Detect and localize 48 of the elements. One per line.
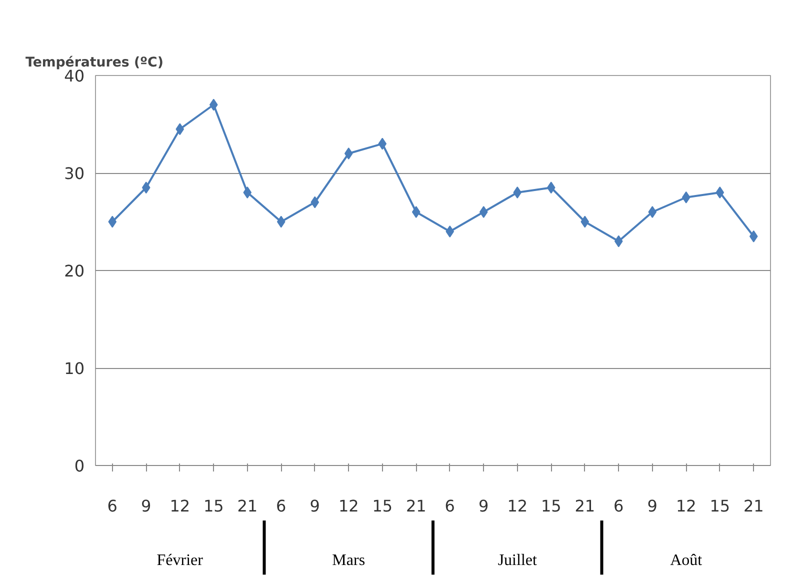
y-tick-label: 0: [74, 456, 85, 476]
point: [142, 182, 150, 194]
x-tick-label: 6: [444, 496, 455, 516]
point: [243, 186, 252, 198]
point: [378, 138, 387, 150]
x-tick-label: 15: [540, 496, 562, 516]
x-tick-label: 21: [237, 496, 258, 516]
point: [108, 216, 117, 228]
x-tick-label: 9: [141, 496, 152, 516]
point: [344, 148, 353, 160]
point: [614, 235, 623, 248]
point: [749, 230, 758, 242]
x-tick-label: 21: [743, 496, 764, 516]
x-tick-label: 6: [107, 496, 118, 516]
text: Février: [156, 552, 204, 569]
point: [682, 191, 690, 204]
x-tick-label: 15: [203, 496, 224, 516]
point: [546, 182, 556, 194]
x-tick-label: 9: [310, 496, 320, 516]
x-tick-label: 6: [614, 496, 624, 516]
y-tick-label: 20: [64, 262, 84, 280]
point: [176, 123, 184, 136]
x-tick-label: 6: [276, 496, 286, 516]
x-tick-label: 9: [478, 496, 489, 516]
point: [276, 216, 286, 228]
x-tick-label: 21: [406, 496, 426, 516]
y-tick-label: 10: [64, 359, 84, 378]
text: Juillet: [498, 552, 538, 569]
text: Mars: [332, 552, 366, 569]
x-tick-label: 12: [338, 496, 359, 516]
x-tick-label: 21: [574, 496, 596, 516]
x-tick-label: 12: [507, 496, 528, 516]
point: [209, 98, 218, 111]
point: [648, 206, 657, 218]
x-tick-label: 12: [170, 496, 190, 516]
text: Août: [670, 552, 703, 569]
y-tick-label: 30: [64, 164, 84, 183]
point: [310, 196, 320, 208]
x-tick-label: 9: [647, 496, 658, 516]
point: [716, 186, 724, 198]
x-tick-label: 15: [372, 496, 393, 516]
x-tick-label: 15: [710, 496, 730, 516]
point: [513, 186, 522, 198]
point: [412, 206, 420, 218]
point: [580, 216, 590, 228]
point: [479, 206, 488, 218]
x-tick-label: 12: [676, 496, 696, 516]
point: [446, 226, 454, 238]
